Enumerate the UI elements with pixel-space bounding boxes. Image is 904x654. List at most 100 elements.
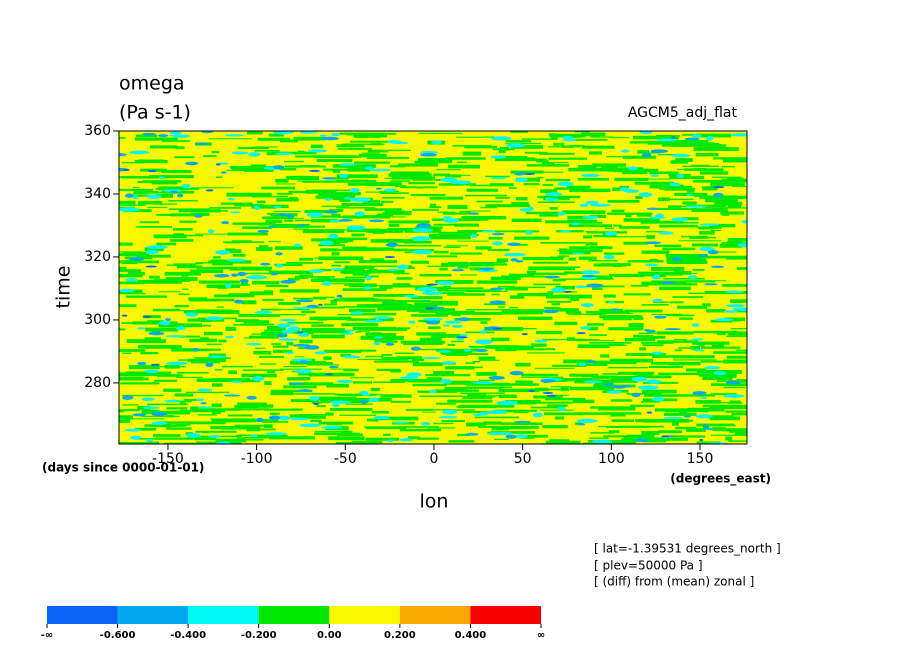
field-texture: [338, 219, 353, 222]
colorbar-label: -0.400: [170, 630, 206, 641]
field-texture: [706, 309, 726, 313]
field-texture: [467, 393, 487, 397]
field-texture: [306, 212, 324, 218]
x-tick-label: 150: [687, 451, 714, 467]
field-texture: [697, 254, 708, 257]
field-texture: [319, 134, 328, 137]
field-texture: [654, 394, 693, 397]
field-texture: [205, 189, 214, 192]
field-texture: [156, 374, 183, 377]
field-texture: [399, 428, 442, 432]
field-texture: [481, 404, 515, 408]
field-texture: [515, 202, 528, 207]
field-texture: [491, 337, 510, 342]
y-tick-label: 320: [84, 249, 111, 265]
field-texture: [650, 174, 659, 178]
field-texture: [692, 243, 719, 247]
field-texture: [357, 330, 370, 332]
field-texture: [539, 409, 574, 411]
field-texture: [346, 225, 366, 231]
field-texture: [453, 289, 497, 292]
field-texture: [297, 150, 305, 154]
field-texture: [181, 183, 191, 189]
field-texture: [546, 394, 557, 397]
field-texture: [428, 326, 441, 330]
field-texture: [557, 181, 574, 187]
field-texture: [158, 323, 203, 328]
field-texture: [702, 424, 710, 430]
field-texture: [292, 306, 313, 310]
field-texture: [370, 239, 414, 243]
field-texture: [366, 228, 404, 233]
field-texture: [557, 211, 567, 216]
field-texture: [121, 394, 164, 397]
field-texture: [465, 362, 476, 364]
field-texture: [516, 177, 540, 182]
field-texture: [244, 436, 289, 439]
field-texture: [426, 377, 443, 381]
field-texture: [505, 142, 542, 145]
field-texture: [685, 280, 727, 282]
field-texture: [354, 134, 380, 139]
field-texture: [132, 321, 178, 325]
field-texture: [305, 189, 337, 194]
field-texture: [534, 367, 575, 369]
field-texture: [318, 421, 354, 425]
field-texture: [214, 368, 223, 371]
field-texture: [464, 145, 498, 149]
field-texture: [208, 138, 253, 140]
field-texture: [736, 267, 747, 270]
field-texture: [576, 418, 598, 424]
field-texture: [207, 229, 215, 234]
field-texture: [387, 227, 428, 231]
field-texture: [643, 329, 651, 332]
x-tick-label: 0: [430, 451, 439, 467]
field-texture: [582, 215, 599, 220]
field-texture: [444, 174, 462, 178]
field-texture: [726, 304, 746, 308]
note: [ plev=50000 Pa ]: [594, 559, 703, 573]
field-texture: [661, 281, 676, 285]
field-texture: [324, 210, 339, 214]
field-texture: [533, 283, 561, 286]
field-texture: [576, 340, 614, 342]
field-texture: [700, 171, 729, 175]
field-texture: [542, 309, 559, 314]
field-texture: [246, 395, 257, 400]
field-texture: [532, 261, 569, 264]
field-texture: [280, 279, 297, 284]
field-texture: [385, 285, 432, 288]
field-texture: [207, 355, 227, 358]
field-texture: [322, 278, 362, 283]
field-texture: [433, 371, 455, 375]
field-texture: [504, 287, 528, 291]
field-texture: [586, 283, 604, 288]
field-texture: [338, 163, 357, 166]
field-texture: [419, 337, 442, 342]
field-texture: [176, 376, 203, 379]
field-texture: [506, 143, 526, 148]
field-texture: [276, 323, 291, 328]
colorbar-box: [470, 606, 541, 624]
field-texture: [599, 315, 642, 319]
colorbar-box: [258, 606, 330, 624]
field-texture: [119, 328, 126, 331]
field-texture: [352, 408, 368, 411]
field-texture: [560, 249, 603, 253]
field-texture: [242, 226, 272, 229]
field-texture: [283, 365, 307, 368]
field-texture: [678, 347, 693, 349]
field-texture: [410, 346, 421, 351]
field-texture: [383, 188, 397, 192]
field-texture: [471, 234, 478, 239]
field-texture: [261, 308, 281, 311]
field-texture: [691, 134, 702, 138]
field-texture: [308, 396, 320, 401]
field-texture: [146, 194, 162, 199]
field-texture: [273, 210, 302, 213]
field-texture: [576, 363, 608, 367]
field-texture: [563, 359, 592, 364]
field-texture: [623, 189, 639, 194]
field-texture: [684, 137, 700, 141]
